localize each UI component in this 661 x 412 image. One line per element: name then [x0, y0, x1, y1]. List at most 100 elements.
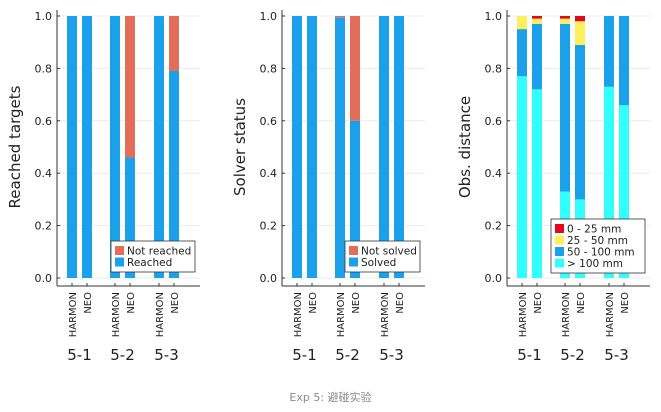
- panel-3-bar-3-seg-3: [560, 18, 570, 24]
- panel-1-legend-swatch: [115, 257, 124, 267]
- panel-1-xtick-label: HARMON: [68, 292, 79, 337]
- panel-3-bar-2-seg-2: [532, 23, 542, 90]
- panel-2-ytick-label: 0.4: [260, 167, 278, 180]
- panel-1-legend-label: Not reached: [127, 246, 191, 258]
- panel-2-bar-4-seg-1: [350, 120, 360, 278]
- panel-2-xtick-label: NEO: [308, 292, 319, 314]
- panel-1-legend: [110, 240, 196, 273]
- panel-2-legend-label: Solved: [361, 257, 396, 269]
- panel-3-ytick-label: 0.4: [485, 167, 503, 180]
- panel-1-bar-6-seg-1: [169, 71, 179, 279]
- panel-2-legend-swatch: [349, 246, 358, 255]
- panel-3-ylabel: Obs. distance: [456, 96, 474, 198]
- panel-3-bar-5-seg-1: [604, 86, 614, 279]
- panel-3-bar-2-seg-4: [532, 16, 542, 19]
- panel-3-legend: [550, 218, 646, 274]
- panel-1-ylabel: Reached targets: [6, 85, 24, 208]
- panel-2-xtick-label: HARMON: [336, 292, 347, 337]
- panel-3-ytick-label: 0.6: [485, 115, 503, 128]
- panel-3-bar-4-seg-4: [575, 16, 585, 22]
- panel-2-bar-1-seg-1: [292, 16, 302, 278]
- panel-2-group-label: 5-1: [292, 346, 317, 364]
- panel-3-legend-swatch: [555, 224, 564, 233]
- panel-3-bar-3-seg-4: [560, 16, 570, 19]
- panel-3-ytick-label: 0.0: [485, 272, 503, 285]
- panel-1-xtick-label: HARMON: [155, 292, 166, 337]
- panel-2-bar-6-seg-1: [394, 16, 404, 278]
- panel-2-xtick-label: NEO: [395, 292, 406, 314]
- panel-2-ylabel: Solver status: [231, 98, 249, 196]
- panel-2-ytick-label: 0.0: [260, 272, 278, 285]
- panel-3-legend-label: 25 - 50 mm: [567, 235, 628, 247]
- panel-3-legend-label: > 100 mm: [567, 258, 623, 270]
- panel-3-xtick-label: HARMON: [561, 292, 572, 337]
- panel-1-ytick-label: 0.6: [35, 115, 53, 128]
- panel-1-bar-2-seg-1: [82, 16, 92, 278]
- panel-3-bar-2-seg-1: [532, 89, 542, 278]
- panel-2-ytick-label: 0.2: [260, 220, 278, 233]
- panel-1-bar-5-seg-1: [154, 16, 164, 278]
- panel-2-bar-4-seg-2: [350, 16, 360, 121]
- panel-3-xtick-label: NEO: [533, 292, 544, 314]
- panel-3-bar-3-seg-2: [560, 23, 570, 192]
- panel-1-ytick-label: 0.0: [35, 272, 53, 285]
- panel-2-bar-2-seg-1: [307, 16, 317, 278]
- panel-3-bar-6-seg-2: [619, 16, 629, 106]
- panel-1-bar-3-seg-1: [110, 16, 120, 278]
- panel-2-group-label: 5-2: [335, 346, 360, 364]
- panel-1-ytick-label: 0.4: [35, 167, 53, 180]
- panel-3-legend-label: 0 - 25 mm: [567, 224, 621, 236]
- panel-2-xtick-label: NEO: [351, 292, 362, 314]
- panel-1-bar-1-seg-1: [67, 16, 77, 278]
- panel-3-group-label: 5-2: [560, 346, 585, 364]
- panel-3-bar-4-seg-2: [575, 44, 585, 200]
- panel-1-bar-4-seg-2: [125, 16, 135, 158]
- panel-3-bar-1-seg-2: [517, 29, 527, 77]
- panel-1-group-label: 5-3: [154, 346, 179, 364]
- panel-3-ytick-label: 0.8: [485, 62, 503, 75]
- panel-3-bar-1-seg-1: [517, 76, 527, 278]
- panel-1-xtick-label: HARMON: [111, 292, 122, 337]
- panel-3-group-label: 5-1: [517, 346, 542, 364]
- panel-3-xtick-label: NEO: [620, 292, 631, 314]
- panel-3-bar-6-seg-1: [619, 105, 629, 278]
- panel-1-xtick-label: NEO: [83, 292, 94, 314]
- panel-3-legend-swatch: [555, 235, 564, 245]
- panel-1-group-label: 5-2: [110, 346, 135, 364]
- panel-2-bar-3-seg-1: [335, 17, 345, 279]
- panel-2-bar-5-seg-1: [379, 16, 389, 278]
- panel-2-group-label: 5-3: [379, 346, 404, 364]
- panel-1-legend-label: Reached: [127, 257, 172, 269]
- panel-3-bar-1-seg-3: [517, 16, 527, 30]
- panel-1-ytick-label: 0.2: [35, 220, 53, 233]
- panel-3-group-label: 5-3: [604, 346, 629, 364]
- panel-3-xtick-label: NEO: [576, 292, 587, 314]
- panel-2-ytick-label: 1.0: [260, 10, 278, 23]
- panel-2-xtick-label: HARMON: [293, 292, 304, 337]
- panel-2-ytick-label: 0.6: [260, 115, 278, 128]
- panel-3-bar-5-seg-2: [604, 16, 614, 87]
- panel-1-group-label: 5-1: [67, 346, 92, 364]
- panel-1-xtick-label: NEO: [170, 292, 181, 314]
- panel-1-bar-4-seg-1: [125, 157, 135, 278]
- panel-1-xtick-label: NEO: [126, 292, 137, 314]
- figure-caption: Exp 5: 避碰实验: [289, 391, 372, 404]
- panel-3-legend-label: 50 - 100 mm: [567, 247, 635, 259]
- panel-3-legend-swatch: [555, 258, 564, 268]
- panel-3-bar-2-seg-3: [532, 18, 542, 24]
- panel-3-legend-swatch: [555, 247, 564, 256]
- panel-2-ytick-label: 0.8: [260, 62, 278, 75]
- panel-1-ytick-label: 1.0: [35, 10, 53, 23]
- panel-2-legend-swatch: [349, 257, 358, 267]
- panel-1-ytick-label: 0.8: [35, 62, 53, 75]
- panel-3-bar-4-seg-3: [575, 21, 585, 45]
- panel-1-legend-swatch: [115, 246, 124, 255]
- panel-3-xtick-label: HARMON: [605, 292, 616, 337]
- panel-2-bar-3-seg-2: [335, 16, 345, 18]
- panel-3-ytick-label: 0.2: [485, 220, 503, 233]
- panel-3-xtick-label: HARMON: [518, 292, 529, 337]
- panel-3-ytick-label: 1.0: [485, 10, 503, 23]
- panel-1-bar-6-seg-2: [169, 16, 179, 72]
- panel-2-xtick-label: HARMON: [380, 292, 391, 337]
